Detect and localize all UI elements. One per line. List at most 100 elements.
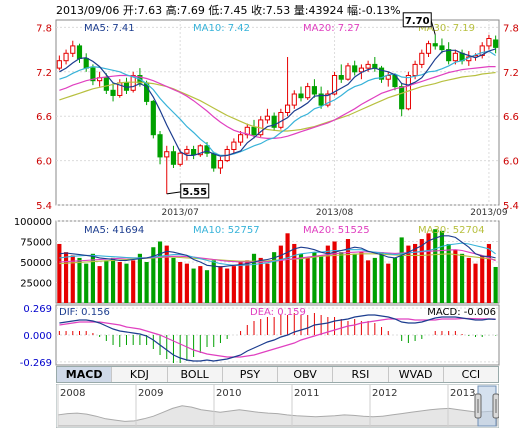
volume-bar — [117, 262, 122, 303]
candle-body — [399, 86, 405, 110]
candle-body — [365, 63, 371, 69]
candle-body — [157, 134, 163, 158]
open-value: 7.63 — [137, 4, 163, 17]
volume-bar — [238, 262, 243, 303]
date-tick: 2013/09 — [470, 208, 508, 218]
volume-bar — [151, 247, 156, 303]
candle-body — [150, 100, 156, 136]
volume-bar — [419, 239, 424, 303]
tab-kdj[interactable]: KDJ — [112, 367, 168, 382]
candle-body — [358, 67, 364, 73]
price-legend-ma30: MA30: 7.19 — [418, 23, 475, 34]
tab-obv[interactable]: OBV — [278, 367, 334, 382]
volume-bar — [386, 263, 391, 303]
tab-boll[interactable]: BOLL — [168, 367, 223, 382]
volume-bar — [178, 262, 183, 303]
price-legend-ma20: MA20: 7.27 — [303, 23, 360, 34]
volume-bar — [413, 243, 418, 303]
volume-bar — [171, 257, 176, 303]
change-label: 幅 — [347, 4, 358, 17]
annotation-label: 7.70 — [405, 16, 430, 27]
volume-bar — [191, 268, 196, 303]
macd-dea-line — [59, 317, 496, 358]
volume-bar — [124, 263, 129, 303]
candle-body — [412, 63, 418, 77]
time-navigator[interactable]: 2008 2009 2010 2011 2012 2013 — [56, 384, 499, 428]
price-tick-left: 6.6 — [36, 112, 52, 123]
volume-bar — [493, 266, 498, 303]
volume-tick: 50000 — [20, 258, 52, 269]
stock-chart[interactable]: 7.8 7.8 7.2 7.2 6.6 6.6 6.0 6.0 5.4 5.4 2013/07 201… — [0, 0, 524, 366]
volume-bar — [312, 252, 317, 303]
candle-body — [338, 75, 344, 80]
macd-dif-label: DIF: 0.156 — [59, 307, 110, 318]
volume-bar — [211, 260, 216, 303]
volume-bar — [285, 233, 290, 303]
candle-body — [90, 67, 96, 82]
candle-body — [318, 93, 324, 106]
volume-bar — [278, 245, 283, 303]
volume-bar — [406, 245, 411, 303]
volume-tick: 25000 — [20, 279, 52, 290]
candle-body — [298, 93, 304, 99]
volume-bar — [231, 266, 236, 303]
tab-wvad[interactable]: WVAD — [389, 367, 444, 382]
volume-bar — [446, 243, 451, 303]
candle-body — [184, 149, 190, 154]
price-tick-right: 7.2 — [503, 68, 519, 79]
volume-bar — [225, 268, 230, 303]
candle-body — [217, 160, 224, 169]
volume-bar — [359, 252, 364, 303]
price-legend-ma10: MA10: 7.42 — [193, 23, 250, 34]
candle-body — [291, 93, 297, 106]
volume-bar — [90, 253, 95, 303]
candle-body — [345, 65, 351, 80]
macd-tick: 0.269 — [23, 304, 52, 315]
candle-body — [244, 126, 250, 136]
volume-legend-ma30: MA30: 52704 — [418, 225, 485, 236]
candle-body — [479, 45, 485, 57]
annotation-box — [180, 183, 210, 199]
volume-bar — [372, 257, 377, 303]
macd-tick: -0.269 — [20, 358, 52, 366]
candle-body — [191, 149, 197, 156]
close-label: 收 — [251, 4, 263, 17]
tab-cci[interactable]: CCI — [461, 368, 481, 381]
candle-body — [486, 38, 492, 47]
price-ma10-line — [59, 50, 496, 156]
price-tick-left: 6.0 — [36, 157, 52, 168]
volume-bar — [144, 262, 149, 303]
candle-body — [311, 86, 317, 95]
volume-bar — [137, 253, 142, 303]
candle-body — [432, 43, 438, 47]
high-label: 高 — [165, 4, 177, 17]
volume-bar — [460, 253, 465, 303]
price-legend-ma5: MA5: 7.41 — [84, 23, 135, 34]
price-panel-frame — [55, 19, 500, 206]
candle-body — [264, 115, 271, 121]
candle-body — [305, 86, 311, 99]
volume-bar — [164, 245, 169, 303]
price-tick-right: 7.8 — [503, 23, 519, 34]
volume-bar — [63, 252, 69, 303]
tab-rsi[interactable]: RSI — [333, 367, 389, 382]
candle-body — [425, 43, 432, 54]
candle-body — [103, 77, 109, 91]
volume-ma5-line — [59, 235, 496, 268]
volume-bar — [157, 241, 163, 303]
volume-bar — [379, 252, 384, 303]
volume-bar — [265, 263, 270, 303]
candle-body — [446, 49, 452, 62]
tab-psy[interactable]: PSY — [223, 367, 278, 382]
quote-header: 2013/09/06 开:7.63 高:7.69 低:7.45 收:7.53 量… — [56, 4, 401, 17]
tab-macd[interactable]: MACD — [57, 367, 113, 382]
volume-bar — [272, 252, 277, 303]
macd-tick: 0.000 — [23, 331, 52, 342]
candle-body — [419, 52, 425, 65]
volume-bar — [218, 266, 223, 303]
volume-bar — [399, 237, 404, 303]
candle-body — [56, 60, 62, 69]
volume-bar — [439, 230, 445, 303]
volume-bar — [198, 266, 203, 303]
navigator-year-label: 2010 — [216, 388, 241, 399]
